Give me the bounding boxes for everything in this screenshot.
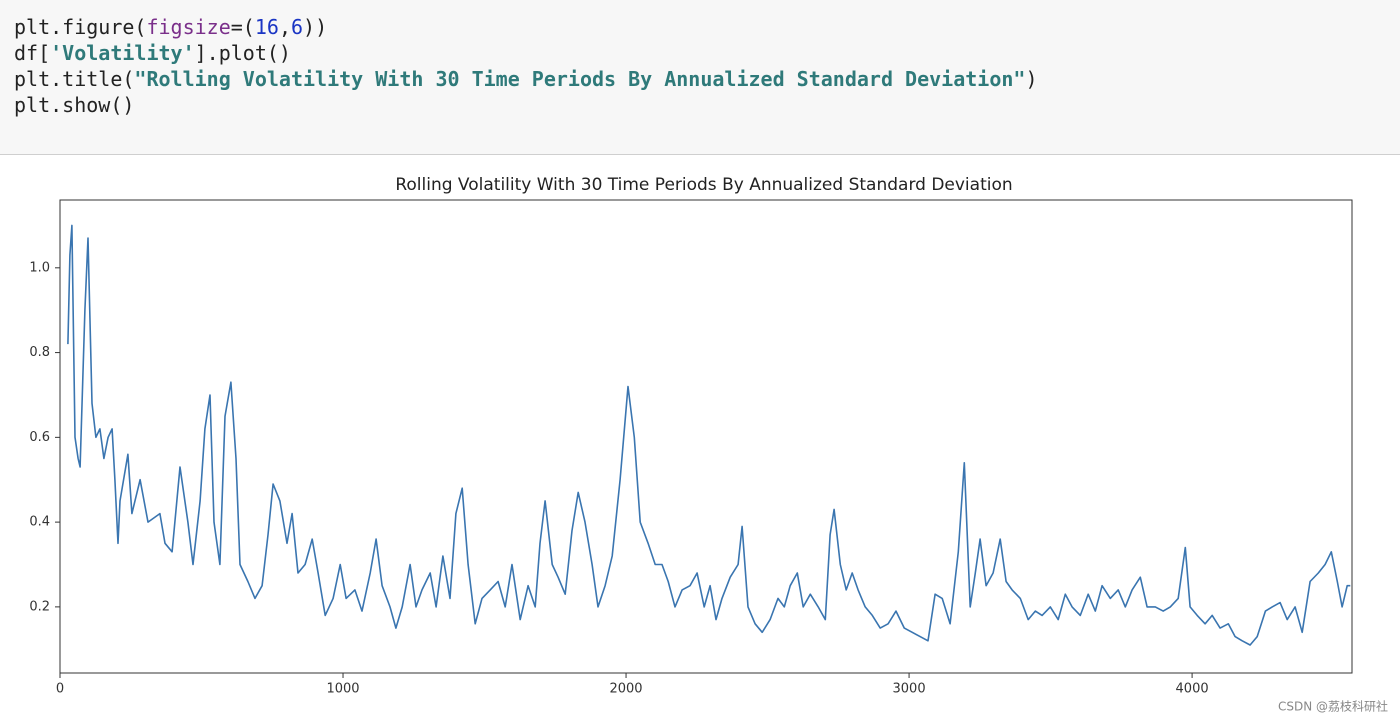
chart: Rolling Volatility With 30 Time Periods … — [29, 175, 1388, 714]
code: ].plot() — [194, 41, 291, 65]
y-tick-label: 0.8 — [29, 345, 50, 360]
code: , — [278, 15, 291, 39]
y-tick-label: 1.0 — [29, 260, 50, 275]
code-line: plt.show() — [14, 92, 1400, 118]
code-cell: plt.figure(figsize=(16,6)) df['Volatilit… — [0, 0, 1400, 155]
x-tick-label: 1000 — [326, 682, 359, 697]
code-line: plt.title("Rolling Volatility With 30 Ti… — [14, 66, 1400, 92]
series-line — [67, 224, 1351, 646]
code: figsize — [146, 15, 231, 39]
code: plt.figure( — [14, 15, 147, 39]
watermark: CSDN @荔枝科研社 — [1278, 699, 1388, 714]
y-tick-label: 0.6 — [29, 430, 50, 445]
code: 6 — [290, 15, 304, 39]
code-line: plt.figure(figsize=(16,6)) — [14, 14, 1400, 40]
x-tick-label: 3000 — [893, 682, 926, 697]
code: plt.show() — [14, 93, 135, 117]
plot-frame — [59, 199, 1353, 674]
code: )) — [303, 15, 328, 39]
code: =( — [230, 15, 255, 39]
code: plt.title( — [14, 67, 135, 91]
x-tick-label: 0 — [56, 682, 64, 697]
code: "Rolling Volatility With 30 Time Periods… — [134, 67, 1026, 91]
chart-title: Rolling Volatility With 30 Time Periods … — [395, 175, 1012, 195]
code: 16 — [254, 15, 279, 39]
x-tick-label: 4000 — [1176, 682, 1209, 697]
code: ) — [1025, 67, 1038, 91]
y-tick-label: 0.4 — [29, 515, 50, 530]
code-line: df['Volatility'].plot() — [14, 40, 1400, 66]
code: 'Volatility' — [50, 41, 195, 65]
x-tick-label: 2000 — [609, 682, 642, 697]
code: df[ — [14, 41, 51, 65]
y-tick-label: 0.2 — [29, 599, 50, 614]
